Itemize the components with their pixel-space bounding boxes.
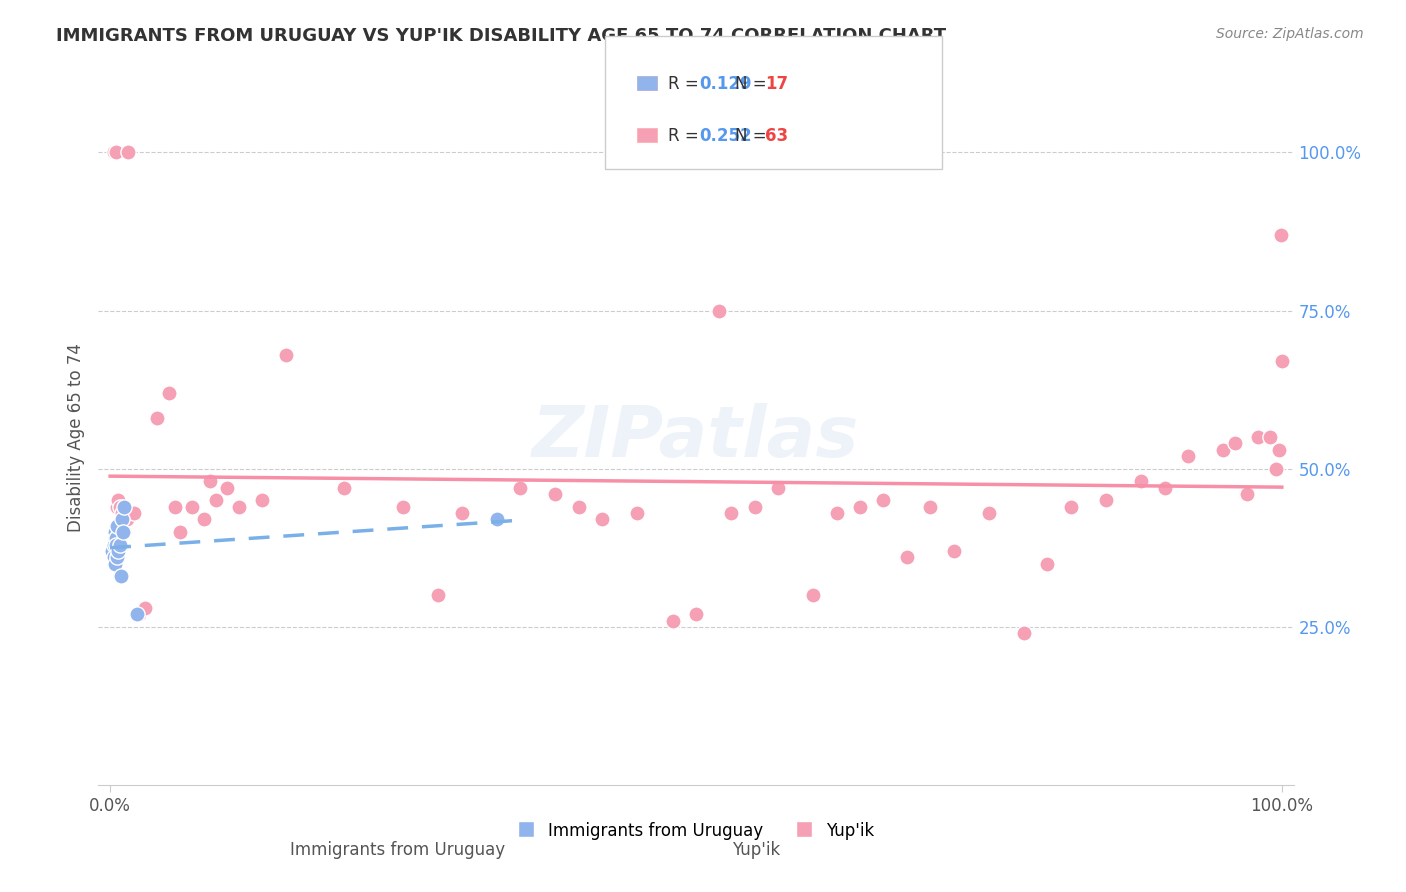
Point: [104, 557, 127, 571]
Point: [720, 506, 742, 520]
Text: ZIPatlas: ZIPatlas: [533, 402, 859, 472]
Text: 0.129: 0.129: [699, 75, 751, 94]
Point: [112, 524, 135, 539]
Point: [626, 506, 648, 520]
Point: [1271, 354, 1294, 368]
Point: [217, 481, 239, 495]
Point: [111, 512, 134, 526]
Point: [744, 500, 766, 514]
Point: [274, 348, 297, 362]
Point: [122, 506, 145, 520]
Point: [228, 500, 250, 514]
Point: [568, 500, 591, 514]
Point: [110, 569, 132, 583]
Point: [1236, 487, 1258, 501]
Point: [193, 512, 215, 526]
Point: [181, 500, 204, 514]
Point: [112, 500, 135, 514]
Point: [1258, 430, 1281, 444]
Text: 17: 17: [765, 75, 787, 94]
Point: [112, 524, 135, 539]
Point: [977, 506, 1000, 520]
Point: [103, 538, 125, 552]
Text: Yup'ik: Yup'ik: [731, 840, 780, 859]
Point: [685, 607, 707, 622]
Point: [107, 493, 129, 508]
Point: [849, 500, 872, 514]
Point: [1130, 475, 1153, 489]
Point: [105, 531, 128, 545]
Point: [105, 500, 128, 514]
Point: [485, 512, 508, 526]
Point: [392, 500, 415, 514]
Point: [134, 600, 156, 615]
Point: [1247, 430, 1270, 444]
Point: [169, 524, 191, 539]
Point: [661, 614, 683, 628]
Point: [101, 544, 124, 558]
Point: [1268, 442, 1291, 457]
Y-axis label: Disability Age 65 to 74: Disability Age 65 to 74: [66, 343, 84, 532]
Point: [107, 544, 129, 558]
Point: [1095, 493, 1118, 508]
Point: [146, 411, 169, 425]
Point: [252, 493, 274, 508]
Point: [105, 538, 128, 552]
Point: [108, 538, 131, 552]
Point: [115, 512, 138, 526]
Point: [103, 550, 125, 565]
Point: [896, 550, 918, 565]
Point: [163, 500, 186, 514]
Point: [157, 385, 180, 400]
Point: [127, 607, 149, 622]
Point: [108, 500, 131, 514]
Text: N =: N =: [735, 128, 772, 145]
Point: [1153, 481, 1175, 495]
Point: [825, 506, 848, 520]
Point: [1212, 442, 1234, 457]
Point: [111, 506, 134, 520]
Point: [1223, 436, 1246, 450]
Point: [591, 512, 613, 526]
Point: [766, 481, 789, 495]
Text: N =: N =: [735, 75, 772, 94]
Point: [117, 145, 139, 160]
Point: [509, 481, 531, 495]
Text: 63: 63: [765, 128, 787, 145]
Point: [709, 303, 731, 318]
Point: [1177, 449, 1199, 463]
Legend: Immigrants from Uruguay, Yup'ik: Immigrants from Uruguay, Yup'ik: [510, 815, 882, 847]
Point: [544, 487, 567, 501]
Point: [1012, 626, 1035, 640]
Point: [801, 588, 824, 602]
Text: Source: ZipAtlas.com: Source: ZipAtlas.com: [1216, 27, 1364, 41]
Point: [920, 500, 942, 514]
Point: [104, 524, 127, 539]
Text: 0.252: 0.252: [699, 128, 751, 145]
Point: [1270, 227, 1292, 242]
Point: [204, 493, 226, 508]
Point: [450, 506, 472, 520]
Point: [105, 518, 128, 533]
Point: [1265, 461, 1288, 475]
Text: R =: R =: [668, 128, 704, 145]
Point: [427, 588, 450, 602]
Point: [942, 544, 965, 558]
Text: R =: R =: [668, 75, 704, 94]
Point: [1060, 500, 1083, 514]
Point: [103, 145, 125, 160]
Point: [128, 607, 150, 622]
Point: [333, 481, 356, 495]
Point: [872, 493, 894, 508]
Point: [198, 475, 221, 489]
Point: [105, 145, 128, 160]
Point: [105, 550, 128, 565]
Text: IMMIGRANTS FROM URUGUAY VS YUP'IK DISABILITY AGE 65 TO 74 CORRELATION CHART: IMMIGRANTS FROM URUGUAY VS YUP'IK DISABI…: [56, 27, 946, 45]
Text: Immigrants from Uruguay: Immigrants from Uruguay: [290, 840, 505, 859]
Point: [1036, 557, 1059, 571]
